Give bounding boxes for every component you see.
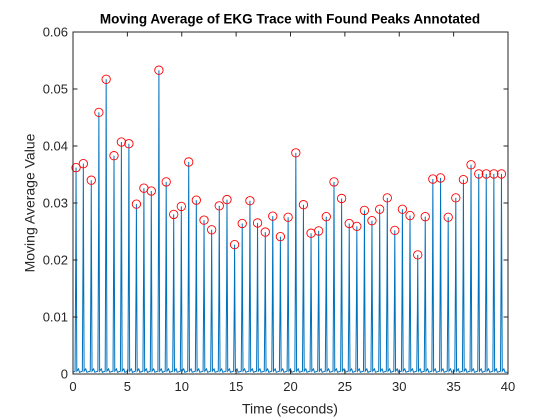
peak-marker	[94, 107, 104, 118]
peak-marker	[481, 169, 491, 179]
peak-marker	[489, 169, 499, 179]
y-axis: 0 0.01 0.02 0.03 0.04 0.05 0.06	[43, 25, 508, 382]
peak-marker	[78, 159, 88, 169]
peak-marker	[131, 199, 142, 209]
peak-marker	[237, 218, 247, 229]
peak-marker	[260, 227, 270, 237]
moving-average-line	[72, 70, 508, 373]
peak-marker	[397, 204, 408, 214]
x-tick-label: 35	[446, 379, 460, 394]
peak-marker	[420, 212, 430, 222]
y-tick-label: 0.04	[43, 139, 68, 154]
peak-marker	[275, 231, 286, 242]
x-tick-label: 10	[175, 379, 189, 394]
x-axis-label: Time (seconds)	[242, 401, 338, 417]
axes-box	[72, 31, 509, 375]
peak-marker	[214, 201, 224, 211]
x-tick-label: 20	[283, 379, 297, 394]
peak-marker	[314, 226, 324, 236]
x-tick-label: 40	[501, 379, 515, 394]
peak-marker	[321, 212, 331, 222]
x-tick-label: 15	[229, 379, 243, 394]
peak-marker	[146, 186, 156, 196]
peak-marker	[474, 169, 484, 179]
peak-marker	[154, 65, 164, 75]
peak-marker	[245, 196, 255, 206]
peak-marker	[352, 221, 362, 232]
peak-marker	[161, 177, 171, 187]
peak-marker	[435, 173, 446, 183]
peak-marker	[466, 160, 476, 170]
peak-marker	[359, 205, 370, 216]
y-tick-label: 0.01	[43, 310, 68, 325]
peak-marker	[229, 239, 240, 250]
peak-marker	[268, 211, 278, 221]
peak-marker	[291, 148, 301, 158]
x-tick-label: 5	[124, 379, 131, 394]
peak-marker	[443, 212, 453, 222]
peak-marker	[71, 163, 81, 173]
peak-marker	[298, 200, 309, 210]
x-tick-label: 30	[392, 379, 406, 394]
peak-marker	[176, 201, 186, 212]
peak-marker	[86, 175, 96, 185]
peak-marker	[375, 204, 385, 214]
y-tick-label: 0	[61, 367, 68, 382]
peak-marker	[116, 137, 127, 147]
peak-marker	[390, 225, 400, 236]
peak-marker	[169, 209, 179, 220]
peak-marker	[222, 194, 232, 205]
peak-marker	[428, 174, 438, 184]
peak-marker	[109, 151, 119, 161]
x-tick-label: 0	[69, 379, 76, 394]
peak-marker	[336, 193, 347, 204]
y-tick-label: 0.03	[43, 196, 68, 211]
peak-marker	[382, 193, 392, 203]
peak-marker	[405, 210, 415, 221]
peak-marker	[191, 195, 201, 205]
peak-marker	[458, 174, 469, 185]
peak-marker	[329, 177, 339, 187]
peak-marker	[283, 212, 293, 222]
y-tick-label: 0.02	[43, 253, 68, 268]
x-axis: 0 5 10 15 20 25 30 35 40	[69, 32, 515, 394]
peak-marker	[367, 216, 377, 226]
plot-area	[71, 65, 508, 373]
y-tick-label: 0.05	[43, 82, 68, 97]
chart-title: Moving Average of EKG Trace with Found P…	[100, 12, 480, 27]
peak-marker	[199, 215, 209, 225]
peak-marker	[496, 169, 507, 179]
peak-marker	[252, 218, 263, 228]
peak-marker	[451, 193, 461, 203]
peak-marker	[101, 74, 111, 84]
y-axis-label: Moving Average Value	[22, 133, 38, 272]
peak-marker	[207, 225, 217, 235]
y-tick-label: 0.06	[43, 25, 68, 40]
peak-marker	[413, 250, 423, 260]
x-tick-label: 25	[338, 379, 352, 394]
peak-marker	[184, 157, 194, 167]
peak-marker	[124, 139, 134, 149]
